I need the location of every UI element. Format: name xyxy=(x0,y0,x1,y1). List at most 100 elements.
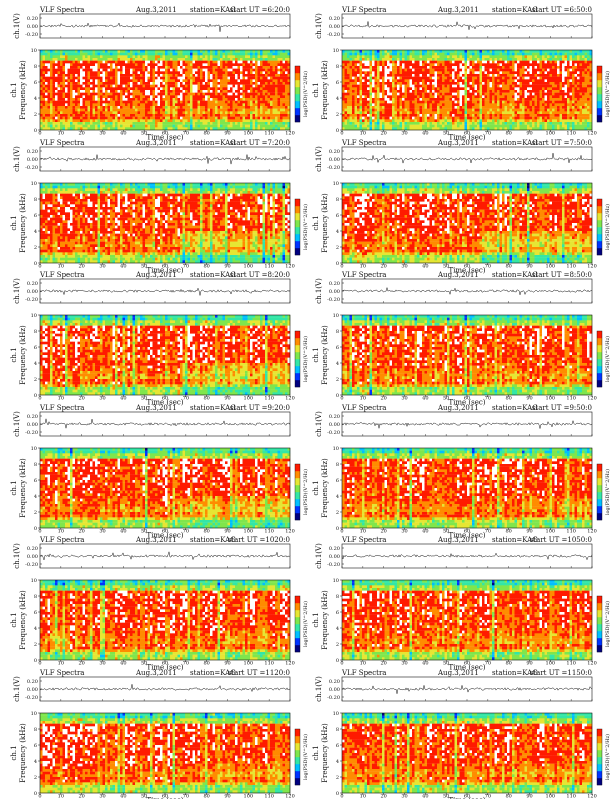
spectrogram-cell xyxy=(50,106,53,109)
spectrogram-cell xyxy=(273,61,276,64)
spectrogram-cell xyxy=(587,85,590,88)
spectrogram-cell xyxy=(365,74,368,77)
spectrogram-cell xyxy=(382,87,385,90)
spectrogram-cell xyxy=(73,119,76,122)
spectrogram-cell xyxy=(165,50,168,53)
spectrogram-cell xyxy=(545,93,548,96)
spectrogram-cell xyxy=(200,74,203,77)
spectrogram-cell xyxy=(203,87,206,90)
spectrogram-cell xyxy=(557,98,560,101)
spectrogram-cell xyxy=(110,98,113,101)
spectrogram-cell xyxy=(148,66,151,69)
spectrogram-cell xyxy=(442,74,445,77)
spectrogram-cell xyxy=(390,77,393,80)
spectrogram-cell xyxy=(535,71,538,74)
spectrogram-cell xyxy=(420,66,423,69)
spectrogram-cell xyxy=(50,69,53,72)
spectrogram-cell xyxy=(53,106,56,109)
trace-ytick-label: 0.00 xyxy=(329,24,340,30)
spectrogram-cell xyxy=(138,122,141,125)
spectrogram-cell xyxy=(555,66,558,69)
spectrogram-cell xyxy=(143,82,146,85)
spectrogram-cell xyxy=(160,63,163,66)
spectrogram-cell xyxy=(432,90,435,93)
spectrogram-cell xyxy=(492,98,495,101)
spectrogram-cell xyxy=(110,74,113,77)
spectrogram-cell xyxy=(73,61,76,64)
spectrogram-cell xyxy=(193,90,196,93)
spectrogram-cell xyxy=(402,90,405,93)
spectrogram-cell xyxy=(55,61,58,64)
spectrogram-cell xyxy=(243,106,246,109)
spectrogram-cell xyxy=(70,85,73,88)
spectrogram-cell xyxy=(148,103,151,106)
spectrogram-cell xyxy=(253,95,256,98)
spectrogram-cell xyxy=(263,82,266,85)
spectrogram-cell xyxy=(275,119,278,122)
spectrogram-cell xyxy=(427,63,430,66)
spectrogram-cell xyxy=(390,50,393,53)
spectrogram-cell xyxy=(352,95,355,98)
spectrogram-cell xyxy=(135,103,138,106)
spectrogram-cell xyxy=(460,98,463,101)
spectrogram-cell xyxy=(342,90,345,93)
spectrogram-cell xyxy=(195,53,198,56)
spectrogram-cell xyxy=(260,85,263,88)
spectrogram-cell xyxy=(215,69,218,72)
spectrogram-cell xyxy=(427,55,430,58)
spectrogram-cell xyxy=(507,63,510,66)
spectrogram-cell xyxy=(575,71,578,74)
spectrogram-cell xyxy=(582,85,585,88)
spectrogram-cell xyxy=(158,69,161,72)
spectrogram-cell xyxy=(572,69,575,72)
spectrogram-cell xyxy=(370,77,373,80)
spectrogram-cell xyxy=(243,50,246,53)
spectrogram-cell xyxy=(233,82,236,85)
spectrogram-cell xyxy=(123,93,126,96)
spectrogram-cell xyxy=(427,90,430,93)
spectrogram-cell xyxy=(170,90,173,93)
spectrogram-cell xyxy=(280,98,283,101)
spectrogram-cell xyxy=(270,66,273,69)
spectrogram-cell xyxy=(58,63,61,66)
spectrogram-cell xyxy=(153,114,156,117)
spectrogram-cell xyxy=(245,74,248,77)
spectrogram-cell xyxy=(392,82,395,85)
spectrogram-cell xyxy=(233,125,236,128)
spectrogram-cell xyxy=(163,50,166,53)
spectrogram-cell xyxy=(502,66,505,69)
spectrogram-cell xyxy=(163,87,166,90)
spectrogram-cell xyxy=(128,58,131,61)
spectrogram-cell xyxy=(125,63,128,66)
spectrogram-cell xyxy=(392,63,395,66)
spectrogram-cell xyxy=(185,111,188,114)
spectrogram-cell xyxy=(278,122,281,125)
spectrogram-cell xyxy=(195,109,198,112)
spectrogram-cell xyxy=(70,74,73,77)
spectrogram-cell xyxy=(450,87,453,90)
spectrogram-cell xyxy=(447,82,450,85)
spectrogram-cell xyxy=(497,71,500,74)
spectrogram-cell xyxy=(165,109,168,112)
spectrogram-cell xyxy=(173,103,176,106)
spectrogram-cell xyxy=(547,87,550,90)
spectrogram-cell xyxy=(345,98,348,101)
spectrogram-cell xyxy=(442,71,445,74)
spectrogram-cell xyxy=(570,50,573,53)
spectrogram-cell xyxy=(382,66,385,69)
spectrogram-cell xyxy=(45,125,48,128)
spectrogram-cell xyxy=(392,95,395,98)
spectrogram-cell xyxy=(540,69,543,72)
spectrogram-cell xyxy=(195,95,198,98)
spectrogram-cell xyxy=(155,87,158,90)
spectrogram-cell xyxy=(235,79,238,82)
spectrogram-cell xyxy=(233,98,236,101)
spectrogram-cell xyxy=(203,114,206,117)
spectrogram-cell xyxy=(180,58,183,61)
spectrogram-cell xyxy=(145,114,148,117)
spectrogram-cell xyxy=(50,82,53,85)
spectrogram-cell xyxy=(215,106,218,109)
panel-start-time: start UT =6:20:0 xyxy=(230,6,290,14)
spectrogram-cell xyxy=(462,61,465,64)
spectrogram-cell xyxy=(103,77,106,80)
